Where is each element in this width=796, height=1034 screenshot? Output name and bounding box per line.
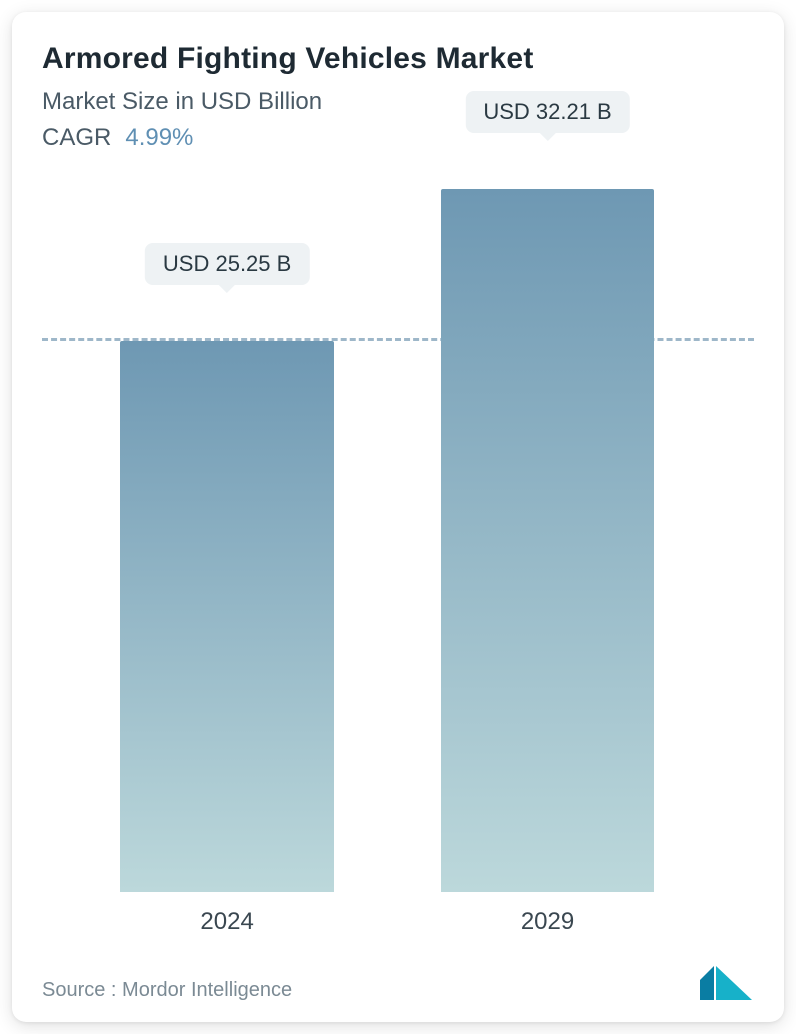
footer: Source : Mordor Intelligence	[42, 958, 754, 1002]
cagr-value: 4.99%	[125, 124, 193, 152]
bar	[441, 189, 655, 892]
value-badge: USD 25.25 B	[145, 243, 309, 285]
chart-wrap: USD 25.25 BUSD 32.21 B 2024 2029	[42, 172, 754, 952]
cagr-row: CAGR 4.99%	[42, 124, 754, 152]
value-badge: USD 32.21 B	[465, 91, 629, 133]
x-axis-label: 2024	[200, 908, 253, 936]
bar	[120, 341, 334, 892]
chart-area: USD 25.25 BUSD 32.21 B	[42, 172, 754, 892]
source-text: Source : Mordor Intelligence	[42, 979, 292, 1002]
cagr-label: CAGR	[42, 124, 111, 152]
x-axis-label: 2029	[521, 908, 574, 936]
chart-title: Armored Fighting Vehicles Market	[42, 42, 754, 76]
mordor-logo-icon	[698, 964, 754, 1002]
chart-subtitle: Market Size in USD Billion	[42, 88, 754, 116]
chart-card: Armored Fighting Vehicles Market Market …	[12, 12, 784, 1022]
